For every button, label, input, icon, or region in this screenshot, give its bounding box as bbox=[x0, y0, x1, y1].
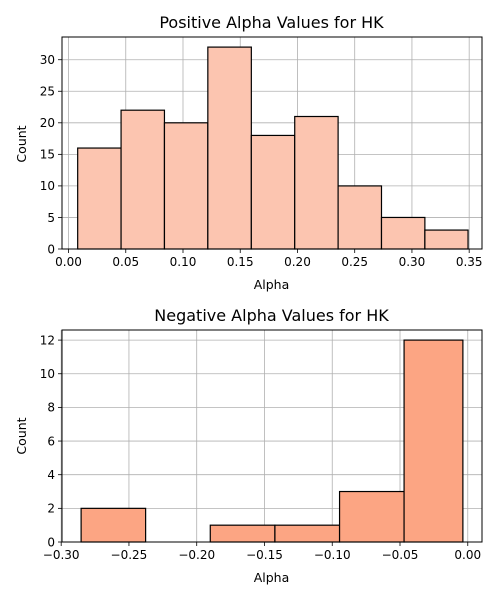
y-tick-label: 5 bbox=[47, 211, 55, 225]
x-tick-label: 0.00 bbox=[454, 548, 481, 562]
y-tick-label: 0 bbox=[47, 242, 55, 256]
histogram-bar bbox=[207, 46, 252, 250]
x-axis-label: Alpha bbox=[254, 277, 290, 292]
x-tick-label: 0.10 bbox=[170, 255, 197, 269]
positive-alpha-chart: Positive Alpha Values for HK 0.00 0.05 0.1… bbox=[14, 13, 483, 292]
histogram-bar bbox=[403, 339, 464, 543]
x-tick-label: 0.20 bbox=[284, 255, 311, 269]
y-tick-label: 10 bbox=[40, 367, 55, 381]
y-tick-label: 25 bbox=[40, 85, 55, 99]
y-tick-label: 2 bbox=[47, 502, 55, 516]
chart-title: Positive Alpha Values for HK bbox=[159, 13, 384, 32]
histogram-bar bbox=[338, 490, 405, 543]
y-tick-label: 15 bbox=[40, 148, 55, 162]
x-tick-label: 0.05 bbox=[112, 255, 139, 269]
y-axis-label: Count bbox=[14, 125, 29, 162]
plot-frame bbox=[61, 329, 483, 543]
x-tick-label: 0.35 bbox=[456, 255, 483, 269]
histogram-bar bbox=[250, 134, 296, 250]
histogram-bar bbox=[77, 147, 122, 250]
y-tick-label: 10 bbox=[40, 179, 55, 193]
histogram-bar bbox=[120, 109, 166, 250]
x-tick-label: 0.25 bbox=[341, 255, 368, 269]
negative-alpha-chart: Negative Alpha Values for HK −0.30 −0.25 −… bbox=[14, 306, 483, 585]
histogram-bar bbox=[274, 524, 341, 543]
plot-frame bbox=[61, 36, 483, 250]
chart-title: Negative Alpha Values for HK bbox=[154, 306, 389, 325]
y-tick-label: 6 bbox=[47, 434, 55, 448]
x-tick-label: 0.15 bbox=[227, 255, 254, 269]
x-tick-label: 0.00 bbox=[55, 255, 82, 269]
y-tick-label: 20 bbox=[40, 116, 55, 130]
y-axis-label: Count bbox=[14, 417, 29, 454]
histogram-bar bbox=[80, 507, 147, 543]
x-tick-label: 0.30 bbox=[399, 255, 426, 269]
x-tick-label: −0.10 bbox=[314, 548, 351, 562]
y-tick-label: 8 bbox=[47, 401, 55, 415]
x-tick-label: −0.30 bbox=[43, 548, 80, 562]
x-tick-label: −0.05 bbox=[382, 548, 419, 562]
y-tick-label: 12 bbox=[40, 333, 55, 347]
histogram-bar bbox=[380, 216, 426, 250]
histogram-bar bbox=[424, 229, 469, 250]
histogram-bar bbox=[163, 122, 209, 250]
histogram-bar bbox=[209, 524, 276, 543]
x-tick-label: −0.20 bbox=[178, 548, 215, 562]
y-tick-label: 30 bbox=[40, 53, 55, 67]
histogram-bar bbox=[337, 185, 383, 250]
y-tick-label: 0 bbox=[47, 535, 55, 549]
x-tick-label: −0.25 bbox=[111, 548, 148, 562]
x-tick-label: −0.15 bbox=[246, 548, 283, 562]
histogram-bar bbox=[294, 115, 339, 250]
y-tick-label: 4 bbox=[47, 468, 55, 482]
x-axis-label: Alpha bbox=[254, 570, 290, 585]
